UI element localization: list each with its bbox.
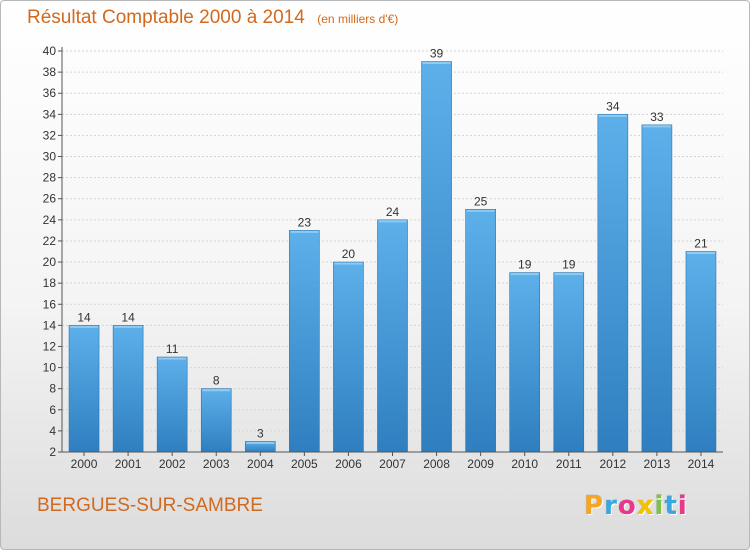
y-tick-label: 2: [49, 445, 56, 459]
bar-highlight: [114, 325, 143, 328]
bar-value-label: 14: [121, 310, 135, 324]
bar-highlight: [246, 441, 275, 444]
y-tick-label: 18: [43, 276, 57, 290]
bar-highlight: [334, 262, 363, 265]
x-tick-label: 2006: [335, 457, 362, 471]
y-tick-label: 26: [43, 192, 57, 206]
bar-value-label: 20: [342, 247, 356, 261]
y-tick-label: 40: [43, 44, 57, 58]
bar: [509, 272, 541, 453]
bar-highlight: [422, 62, 451, 65]
bar-value-label: 34: [606, 99, 620, 113]
logo-letter: P: [584, 491, 605, 521]
bar-highlight: [158, 357, 187, 360]
y-tick-label: 22: [43, 234, 57, 248]
y-tick-label: 36: [43, 86, 57, 100]
proxiti-logo: Proxiti: [584, 491, 688, 521]
y-tick-label: 24: [43, 213, 57, 227]
bar-value-label: 19: [562, 258, 576, 272]
y-tick-label: 32: [43, 128, 57, 142]
bar-highlight: [686, 252, 715, 254]
y-tick-label: 28: [43, 171, 57, 185]
x-tick-label: 2010: [511, 457, 538, 471]
x-tick-label: 2011: [556, 457, 582, 471]
logo-letter: i: [677, 491, 688, 521]
bar-highlight: [554, 273, 583, 276]
bar-highlight: [510, 273, 539, 276]
bar-value-label: 14: [77, 310, 91, 324]
bar-value-label: 19: [518, 258, 532, 272]
x-tick-label: 2000: [71, 457, 98, 471]
bar: [685, 251, 717, 453]
logo-letter: o: [617, 491, 637, 521]
x-tick-label: 2014: [688, 457, 715, 471]
logo-letter: r: [604, 491, 618, 521]
y-tick-label: 14: [43, 318, 57, 332]
bar: [156, 356, 188, 453]
y-tick-label: 4: [49, 424, 56, 438]
bar: [289, 230, 320, 453]
axes: 2468101214161820222426283032343638402000…: [43, 44, 723, 471]
bar-highlight: [466, 209, 495, 212]
bar-highlight: [70, 325, 99, 328]
bar-highlight: [598, 114, 627, 117]
bar: [333, 261, 364, 453]
bar: [68, 325, 100, 453]
y-tick-label: 12: [43, 339, 57, 353]
place-name: BERGUES-SUR-SAMBRE: [37, 495, 263, 516]
bar-value-label: 33: [650, 110, 664, 124]
bar-highlight: [290, 230, 319, 233]
y-tick-label: 20: [43, 255, 57, 269]
bar-value-label: 25: [474, 194, 488, 208]
logo-letter: t: [664, 491, 678, 521]
bar-value-label: 11: [166, 342, 179, 356]
bar-value-label: 24: [386, 205, 400, 219]
bar-value-label: 21: [694, 237, 708, 251]
x-tick-label: 2009: [467, 457, 494, 471]
x-tick-label: 2002: [159, 457, 186, 471]
bar: [200, 388, 232, 453]
bar: [377, 219, 408, 453]
logo-letter: x: [636, 491, 655, 521]
y-tick-label: 30: [43, 150, 57, 164]
y-tick-label: 34: [43, 107, 57, 121]
bar-value-label: 23: [298, 215, 312, 229]
x-tick-label: 2012: [599, 457, 626, 471]
logo-letter: i: [654, 491, 665, 521]
bar-highlight: [378, 220, 407, 223]
title-row: Résultat Comptable 2000 à 2014 (en milli…: [27, 7, 398, 29]
y-tick-label: 16: [43, 297, 57, 311]
bar: [465, 208, 496, 453]
bar: [553, 272, 585, 453]
x-tick-label: 2008: [423, 457, 450, 471]
x-tick-label: 2007: [379, 457, 406, 471]
bar-value-label: 39: [430, 47, 444, 61]
chart-subtitle: (en milliers d'€): [317, 12, 399, 26]
y-tick-label: 6: [49, 403, 56, 417]
bar-value-label: 3: [257, 426, 264, 440]
bar: [597, 114, 629, 453]
bar: [641, 124, 673, 453]
x-tick-label: 2003: [203, 457, 230, 471]
x-tick-label: 2013: [644, 457, 671, 471]
x-tick-label: 2004: [247, 457, 274, 471]
bar-highlight: [202, 389, 231, 392]
y-tick-label: 10: [43, 361, 57, 375]
chart-title: Résultat Comptable 2000 à 2014: [27, 7, 305, 28]
x-tick-label: 2001: [115, 457, 142, 471]
bar-highlight: [642, 125, 671, 128]
bars: 14 14 11 8 3 23 20 24 39 25 19 19 34 33 21: [68, 47, 717, 453]
y-tick-label: 38: [43, 65, 57, 79]
bar: [421, 61, 452, 453]
y-tick-label: 8: [49, 382, 56, 396]
x-tick-label: 2005: [291, 457, 318, 471]
bar: [112, 325, 144, 453]
bar-value-label: 8: [213, 374, 220, 388]
